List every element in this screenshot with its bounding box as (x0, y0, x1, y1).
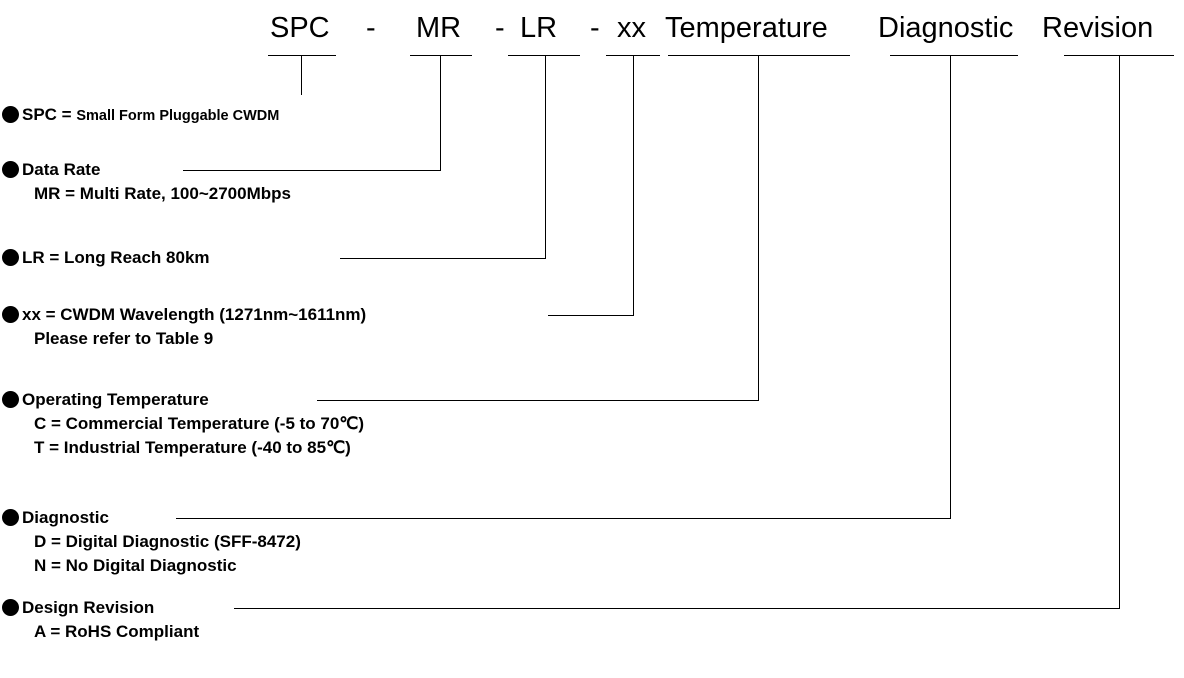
bullet-icon (2, 106, 19, 123)
item-data-rate-line-1: MR = Multi Rate, 100~2700Mbps (34, 184, 291, 203)
leader-mr (183, 55, 441, 171)
item-wavelength-line-1: Please refer to Table 9 (34, 329, 214, 348)
separator-1: - (366, 12, 376, 44)
leader-revision (234, 55, 1120, 609)
item-revision-head: Design Revision (22, 598, 155, 617)
item-temperature-line-2: T = Industrial Temperature (-40 to 85℃) (34, 438, 351, 457)
bullet-icon (2, 391, 19, 408)
item-diagnostic-head: Diagnostic (22, 508, 109, 527)
item-temperature-line-1: C = Commercial Temperature (-5 to 70℃) (34, 414, 365, 433)
field-mr: MR (416, 12, 462, 44)
item-lr-head: LR = Long Reach 80km (22, 248, 210, 267)
leader-lr (340, 55, 546, 259)
field-spc: SPC (270, 12, 330, 44)
leader-temperature (317, 55, 759, 401)
field-lr: LR (520, 12, 558, 44)
separator-3: - (590, 12, 600, 44)
item-data-rate-head: Data Rate (22, 160, 101, 179)
item-temperature-head: Operating Temperature (22, 390, 209, 409)
item-revision-line-1: A = RoHS Compliant (34, 622, 200, 641)
bullet-icon (2, 509, 19, 526)
field-diagnostic: Diagnostic (878, 12, 1014, 44)
field-xx: xx (617, 12, 646, 44)
separator-2: - (495, 12, 505, 44)
leader-diagnostic (176, 55, 951, 519)
field-temperature: Temperature (665, 12, 828, 44)
leader-xx (548, 55, 634, 316)
item-wavelength-head: xx = CWDM Wavelength (1271nm~1611nm) (22, 305, 367, 324)
item-spc-head: SPC = (22, 105, 77, 124)
bullet-icon (2, 306, 19, 323)
item-spc-desc: Small Form Pluggable CWDM (76, 108, 280, 124)
bullet-icon (2, 249, 19, 266)
bullet-icon (2, 599, 19, 616)
field-revision: Revision (1042, 12, 1154, 44)
item-diagnostic-line-1: D = Digital Diagnostic (SFF-8472) (34, 532, 301, 551)
bullet-icon (2, 161, 19, 178)
item-diagnostic-line-2: N = No Digital Diagnostic (34, 556, 237, 575)
